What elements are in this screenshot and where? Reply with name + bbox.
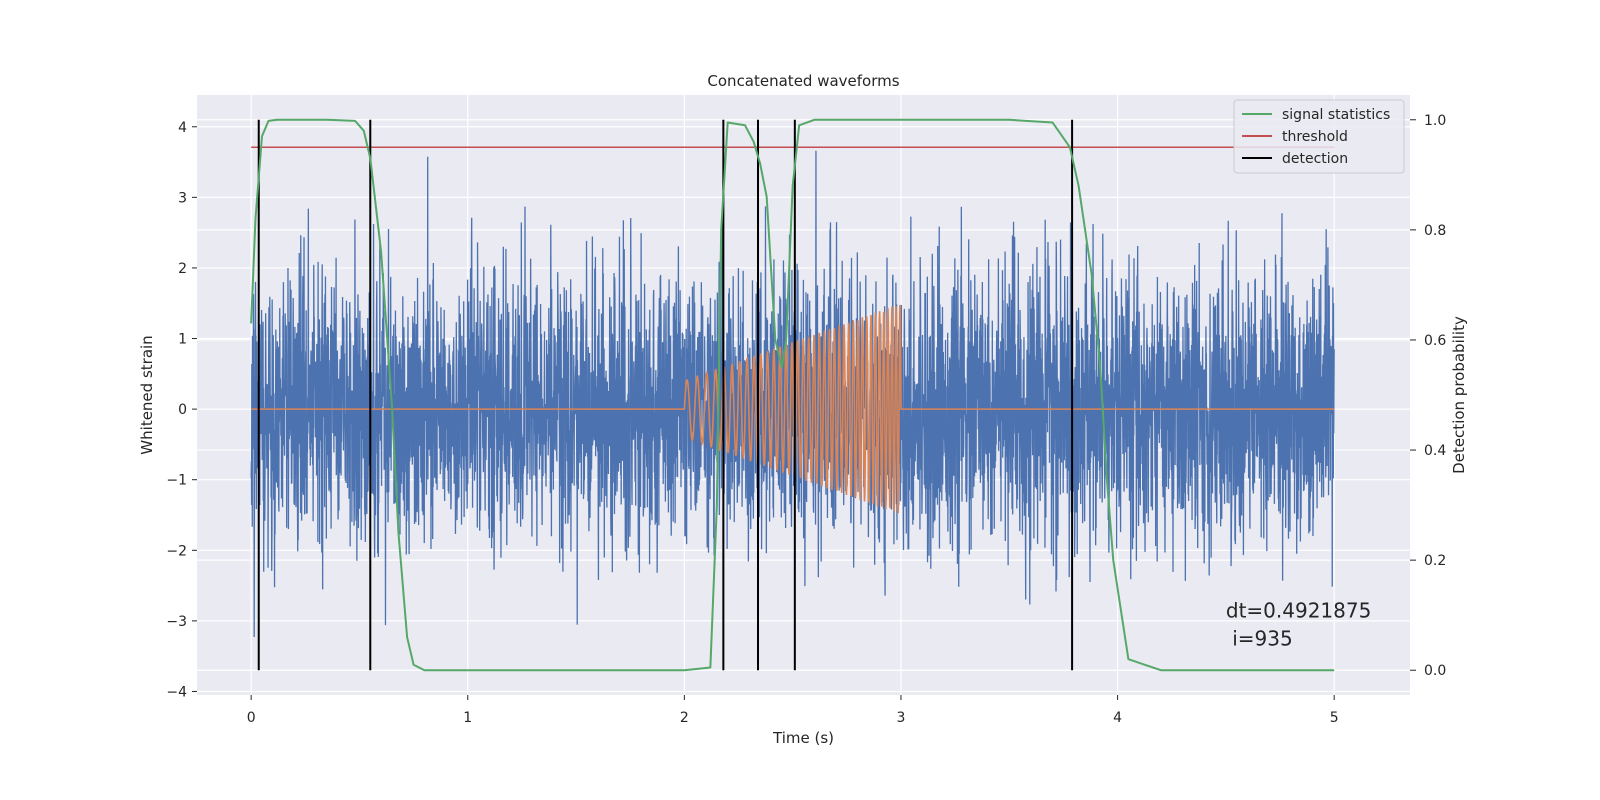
legend-label: threshold [1282, 129, 1348, 145]
series-signal-statistics [250, 118, 1335, 672]
x-tick-label: 3 [897, 710, 906, 726]
y-tick-label: 0 [178, 402, 187, 418]
data-layer [250, 118, 1335, 672]
y-tick-label: −4 [166, 684, 187, 700]
x-tick-label: 1 [463, 710, 472, 726]
y-tick-label: 4 [178, 120, 187, 136]
y-tick-label: −2 [166, 543, 187, 559]
x-tick-label: 0 [247, 710, 256, 726]
y2-tick-label: 0.0 [1424, 663, 1446, 679]
series-template [251, 304, 1335, 514]
legend-frame [1233, 99, 1405, 174]
y2-tick-label: 0.8 [1424, 223, 1446, 239]
annotation-index: i=935 [1226, 626, 1293, 650]
y2-tick-label: 1.0 [1424, 113, 1446, 129]
y2-tick-label: 0.6 [1424, 333, 1446, 349]
y-tick-label: 1 [178, 332, 187, 348]
y-axis-label: Whitened strain [138, 335, 156, 454]
axes: 0 1 2 3 4 5 −4 −3 −2 −1 0 1 2 3 4 0.0 0.2 0.4 0.6 0.8 1.0 [166, 113, 1446, 726]
legend-label: signal statistics [1282, 107, 1390, 123]
annotation: dt=0.4921875 i=935 [1226, 598, 1371, 650]
y2-tick-label: 0.2 [1424, 553, 1446, 569]
x-tick-label: 4 [1113, 710, 1122, 726]
legend-label: detection [1282, 151, 1348, 167]
y-tick-label: −1 [166, 473, 187, 489]
annotation-dt: dt=0.4921875 [1226, 598, 1371, 622]
y-tick-label: −3 [166, 614, 187, 630]
x-axis-label: Time (s) [772, 729, 834, 747]
y2-axis-label: Detection probability [1450, 316, 1468, 474]
chart-title: Concatenated waveforms [707, 72, 899, 90]
y2-tick-label: 0.4 [1424, 443, 1446, 459]
y-tick-label: 2 [178, 261, 187, 277]
x-tick-label: 2 [680, 710, 689, 726]
legend: signal statistics threshold detection [1233, 99, 1405, 174]
y-tick-label: 3 [178, 190, 187, 206]
x-tick-label: 5 [1330, 710, 1339, 726]
